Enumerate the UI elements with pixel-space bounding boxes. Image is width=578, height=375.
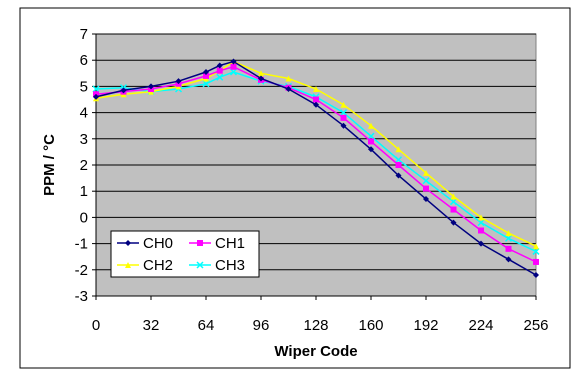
data-point-ch2: [533, 243, 539, 250]
y-tick-label: 3: [80, 131, 88, 148]
data-point-ch0: [93, 93, 99, 100]
data-point-ch3: [449, 198, 458, 206]
data-point-ch1: [216, 67, 223, 74]
data-point-ch1: [395, 162, 402, 168]
x-tick-label: 192: [413, 317, 438, 334]
x-tick-label: 160: [358, 317, 383, 334]
data-point-ch1: [450, 206, 457, 213]
x-tick-label: 224: [468, 317, 493, 334]
legend-label: CH3: [215, 257, 245, 274]
legend-marker: [125, 240, 131, 246]
y-tick-label: -1: [75, 236, 88, 253]
x-tick-label: 64: [198, 317, 215, 334]
axes: -3 -2 -1 0 1 2 3 4 5 6 7 0 32 64 96 128 160 192 224 256: [75, 26, 549, 334]
data-point-ch1: [505, 245, 512, 252]
data-point-ch3: [339, 109, 348, 117]
legend-label: CH2: [143, 257, 173, 274]
series-ch0: [93, 58, 539, 279]
x-axis-label: Wiper Code: [274, 343, 357, 360]
data-point-ch2: [423, 169, 429, 176]
data-point-ch3: [394, 156, 403, 164]
x-tick-label: 256: [523, 317, 548, 334]
y-tick-label: 2: [80, 157, 88, 174]
data-point-ch2: [285, 75, 292, 82]
legend-label: CH1: [215, 235, 245, 252]
series-line-ch3: [95, 71, 537, 253]
data-point-ch3: [367, 132, 375, 140]
legend: CH0 CH1 CH2 CH3: [110, 230, 260, 278]
data-point-ch2: [258, 70, 264, 77]
data-point-ch1: [478, 227, 484, 234]
x-tick-label: 128: [303, 317, 328, 334]
data-point-ch1: [423, 185, 429, 192]
series-line-ch0: [95, 60, 537, 276]
y-axis-label: PPM / °C: [41, 134, 58, 196]
data-point-ch0: [368, 146, 374, 153]
legend-marker: [197, 240, 203, 246]
x-tick-label: 32: [143, 317, 160, 334]
data-point-ch0: [203, 68, 209, 75]
data-point-ch2: [368, 122, 374, 129]
data-point-ch0: [120, 87, 127, 94]
series-layer: [92, 58, 540, 279]
data-point-ch0: [395, 172, 402, 179]
data-point-ch0: [505, 256, 512, 263]
y-tick-label: -2: [75, 262, 88, 279]
data-point-ch1: [203, 72, 209, 79]
series-line-ch2: [95, 60, 537, 247]
data-point-ch0: [216, 62, 223, 69]
data-point-ch3: [216, 73, 224, 81]
legend-box: [110, 230, 260, 278]
data-point-ch3: [229, 68, 238, 76]
data-point-ch0: [450, 219, 457, 226]
y-tick-label: 1: [80, 183, 88, 200]
data-point-ch0: [175, 78, 182, 85]
y-tick-label: -3: [75, 288, 88, 305]
series-line-ch1: [95, 66, 537, 263]
data-point-ch2: [340, 101, 347, 108]
legend-label: CH0: [143, 235, 173, 252]
data-point-ch0: [258, 75, 264, 82]
legend-item-ch3: CH3: [189, 257, 245, 274]
data-point-ch0: [478, 240, 484, 247]
data-point-ch3: [202, 80, 210, 88]
legend-item-ch2: CH2: [117, 257, 173, 274]
data-point-ch3: [92, 85, 100, 93]
legend-marker: [125, 262, 131, 268]
legend-item-ch1: CH1: [189, 235, 245, 252]
data-point-ch0: [533, 272, 539, 279]
legend-item-ch0: CH0: [117, 235, 173, 252]
data-point-ch0: [313, 101, 319, 108]
data-point-ch1: [313, 96, 319, 103]
data-point-ch2: [395, 146, 402, 153]
data-point-ch0: [340, 122, 347, 129]
data-point-ch0: [285, 86, 292, 93]
data-point-ch2: [450, 193, 457, 200]
data-point-ch0: [423, 196, 429, 203]
data-point-ch3: [504, 234, 513, 242]
data-point-ch1: [340, 114, 347, 121]
data-point-ch1: [533, 258, 539, 265]
data-point-ch2: [313, 86, 319, 93]
data-point-ch3: [532, 247, 540, 255]
data-point-ch1: [230, 63, 237, 70]
legend-marker: [196, 261, 204, 269]
y-tick-label: 4: [80, 105, 88, 122]
data-point-ch2: [478, 214, 484, 221]
x-tick-label: 96: [253, 317, 270, 334]
data-point-ch2: [505, 230, 512, 237]
data-point-ch1: [368, 138, 374, 145]
y-tick-label: 7: [80, 26, 88, 43]
x-tick-label: 0: [92, 317, 100, 334]
data-point-ch0: [230, 58, 237, 65]
data-point-ch3: [422, 177, 430, 185]
y-tick-label: 6: [80, 52, 88, 69]
y-tick-label: 5: [80, 78, 88, 95]
data-point-ch3: [477, 219, 485, 227]
y-tick-label: 0: [80, 209, 88, 226]
data-point-ch0: [148, 83, 154, 90]
